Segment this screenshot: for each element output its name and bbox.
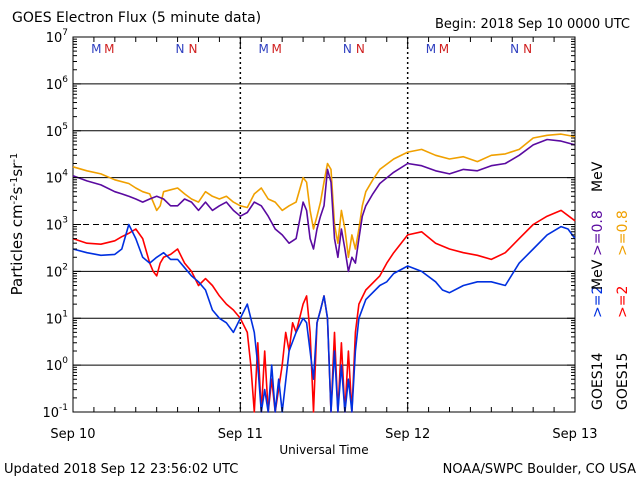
y-tick-label: 105 — [46, 122, 68, 140]
y-tick-label: 106 — [46, 75, 69, 93]
chart-title: GOES Electron Flux (5 minute data) — [12, 10, 261, 26]
day-marker-letter: M — [104, 42, 114, 56]
day-marker-letter: N — [523, 42, 532, 56]
series-layer — [72, 133, 576, 413]
series-line-goes15-0-8-mev — [72, 133, 576, 259]
y-axis-ticks: 10-1 100 101 102 103 104 105 106 107 — [42, 28, 575, 421]
legend-goes15: GOES15 — [615, 353, 631, 410]
series-line-goes15-2-mev — [72, 209, 576, 413]
y-tick-label: 102 — [46, 262, 68, 280]
day-marker-letter: M — [91, 42, 101, 56]
agency-credit: NOAA/SWPC Boulder, CO USA — [443, 462, 636, 477]
x-tick-label: Sep 12 — [385, 427, 430, 442]
day-marker-letter: N — [343, 42, 352, 56]
legend-unit-lower: MeV — [590, 259, 606, 290]
updated-timestamp: Updated 2018 Sep 12 23:56:02 UTC — [4, 462, 238, 477]
day-marker-letter: N — [510, 42, 519, 56]
begin-date: Begin: 2018 Sep 10 0000 UTC — [435, 17, 630, 32]
legend-goes14-ge2: >=2 — [590, 286, 606, 318]
legend: GOES14 GOES15 >=2 >=2 >=0.8 >=0.8 MeV Me… — [590, 161, 631, 410]
y-tick-label: 107 — [46, 28, 68, 46]
x-tick-label: Sep 11 — [218, 427, 263, 442]
day-marker-letter: M — [439, 42, 449, 56]
day-marker-letter: M — [258, 42, 268, 56]
day-marker-letter: N — [356, 42, 365, 56]
day-marker-letter: M — [271, 42, 281, 56]
y-tick-label: 100 — [46, 356, 69, 374]
series-line-goes14-2-mev — [72, 223, 576, 413]
day-marker-letter: N — [175, 42, 184, 56]
legend-goes14: GOES14 — [590, 352, 606, 410]
day-marker-letter: M — [426, 42, 436, 56]
legend-goes14-ge08: >=0.8 — [590, 210, 606, 256]
day-marker-letter: N — [188, 42, 197, 56]
y-tick-label: 101 — [46, 309, 68, 327]
series-line-goes14-0-8-mev — [72, 138, 576, 273]
grid — [73, 37, 575, 412]
legend-goes15-ge08: >=0.8 — [615, 210, 631, 256]
y-axis-label: Particles cm-2s-1sr-1 — [8, 153, 26, 296]
legend-goes15-ge2: >=2 — [615, 286, 631, 318]
x-axis-ticks: Sep 10 Sep 11 Sep 12 Sep 13 — [50, 37, 598, 442]
x-tick-label: Sep 10 — [50, 427, 95, 442]
y-tick-label: 103 — [46, 216, 68, 234]
x-tick-label: Sep 13 — [552, 427, 597, 442]
legend-unit-upper: MeV — [590, 161, 606, 192]
y-tick-label: 10-1 — [42, 403, 68, 421]
x-axis-label: Universal Time — [279, 443, 368, 457]
y-tick-label: 104 — [46, 169, 69, 187]
